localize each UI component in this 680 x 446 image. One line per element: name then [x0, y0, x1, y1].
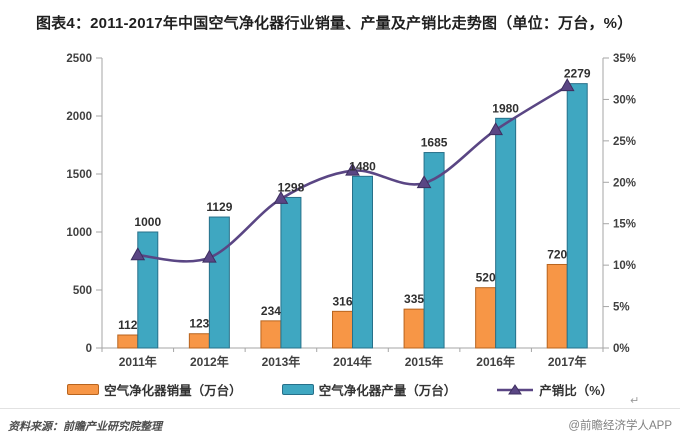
left-axis-label: 2000: [66, 111, 92, 123]
legend-label-ratio: 产销比（%）: [539, 384, 613, 398]
x-axis-label: 2016年: [476, 354, 515, 369]
sales-value-label: 112: [118, 318, 138, 332]
sales-value-label: 520: [476, 271, 496, 285]
sales-bar: [117, 334, 139, 349]
sales-value-label: 234: [261, 304, 281, 318]
x-axis-label: 2013年: [262, 354, 301, 369]
production-bar: [280, 196, 302, 349]
legend-label-production: 空气净化器产量（万台）: [318, 384, 457, 398]
ratio-marker-icon: [345, 162, 360, 176]
ratio-legend-triangle-icon: [508, 383, 523, 394]
left-axis-label: 0: [86, 343, 92, 355]
left-axis-label: 1500: [66, 169, 92, 181]
x-axis-label: 2012年: [190, 354, 229, 369]
right-axis-label: 35%: [613, 53, 636, 65]
production-value-label: 1480: [349, 159, 376, 173]
legend-item-sales: 空气净化器销量（万台）: [67, 380, 242, 399]
legend-label-sales: 空气净化器销量（万台）: [104, 384, 242, 398]
production-bar: [495, 117, 517, 349]
sales-value-label: 335: [404, 292, 424, 306]
x-axis-label: 2015年: [405, 354, 444, 369]
right-axis-label: 30%: [613, 94, 636, 106]
production-bar: [566, 83, 588, 349]
x-axis-label: 2017年: [548, 354, 587, 369]
production-bar: [137, 231, 159, 349]
right-axis-label: 5%: [613, 302, 630, 314]
x-axis-label: 2011年: [119, 354, 157, 369]
production-bar: [352, 175, 373, 349]
sales-value-label: 123: [189, 317, 209, 331]
legend-item-production: 空气净化器产量（万台）: [281, 380, 457, 399]
sales-bar: [475, 287, 497, 349]
left-axis-label: 1000: [66, 227, 92, 239]
sales-bar: [546, 263, 568, 349]
sales-bar: [188, 333, 210, 349]
right-axis-label: 10%: [613, 260, 636, 272]
chart-legend: 空气净化器销量（万台） 空气净化器产量（万台） 产销比（%）: [0, 380, 680, 399]
right-axis-label: 25%: [613, 136, 636, 148]
production-value-label: 1685: [421, 136, 448, 150]
return-mark-icon: ↵: [630, 395, 640, 407]
production-value-label: 1129: [206, 200, 232, 214]
sales-bar: [260, 320, 282, 349]
production-swatch-icon: [281, 384, 314, 395]
ratio-marker-icon: [130, 247, 146, 261]
right-axis-label: 15%: [613, 219, 636, 231]
sales-value-label: 720: [547, 247, 567, 261]
production-bar: [423, 152, 445, 349]
production-value-label: 2279: [564, 67, 591, 81]
ratio-marker-icon: [202, 249, 217, 263]
ratio-line-marker-icon: [497, 383, 534, 394]
production-bar: [208, 216, 230, 349]
production-value-label: 1980: [492, 101, 519, 115]
ratio-marker-icon: [488, 122, 503, 136]
sales-swatch-icon: [67, 384, 100, 395]
right-axis-label: 0%: [613, 343, 630, 355]
ratio-marker-icon: [559, 78, 575, 92]
right-axis-label: 20%: [613, 177, 636, 189]
sales-bar: [332, 310, 353, 349]
sales-value-label: 316: [332, 294, 352, 308]
production-value-label: 1298: [278, 180, 305, 194]
ratio-marker-icon: [416, 175, 432, 189]
ratio-marker-icon: [273, 190, 289, 204]
x-axis-label: 2014年: [333, 354, 372, 369]
source-note: 资料来源：前瞻产业研究院整理: [8, 421, 162, 433]
production-value-label: 1000: [134, 215, 161, 229]
left-axis-label: 500: [73, 285, 92, 297]
chart-title: 图表4：2011-2017年中国空气净化器行业销量、产量及产销比走势图（单位：万…: [36, 15, 633, 32]
legend-item-ratio: 产销比（%）: [496, 380, 613, 399]
credit-watermark: @前瞻经济学人APP: [568, 420, 672, 432]
left-axis-label: 2500: [66, 53, 92, 65]
footer-divider: [0, 408, 680, 409]
sales-bar: [403, 308, 425, 349]
